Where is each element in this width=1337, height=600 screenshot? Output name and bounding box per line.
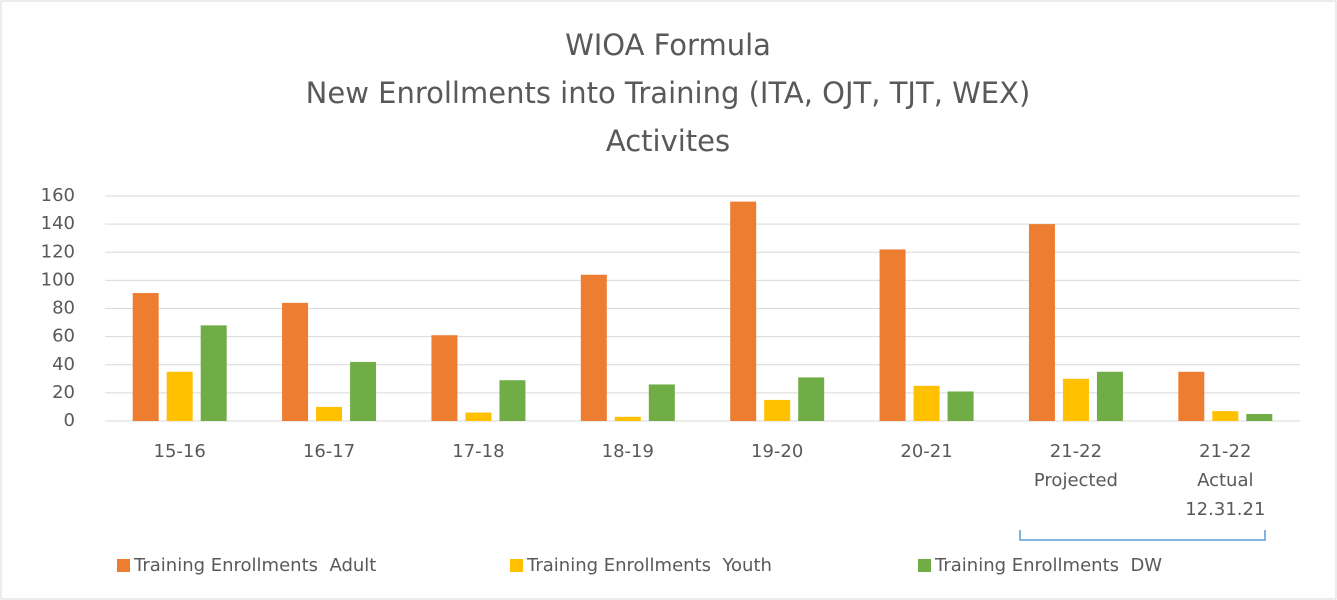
x-tick-label: 12.31.21 <box>1185 499 1265 520</box>
bar <box>614 416 641 421</box>
x-tick-label: 19-20 <box>751 441 803 462</box>
bar <box>350 361 377 421</box>
bar <box>282 302 309 421</box>
bar <box>798 377 825 421</box>
x-tick-label: Projected <box>1034 470 1118 491</box>
y-tick-label: 120 <box>41 241 75 262</box>
bar <box>1246 413 1273 421</box>
bar <box>1212 411 1239 421</box>
bar <box>1062 378 1089 421</box>
y-tick-label: 40 <box>52 354 75 375</box>
y-tick-label: 140 <box>41 213 75 234</box>
bar <box>730 201 757 421</box>
bar <box>947 391 974 421</box>
bar <box>580 274 607 421</box>
x-tick-label: 20-21 <box>900 441 952 462</box>
x-tick-label: 16-17 <box>303 441 355 462</box>
bar <box>764 399 791 421</box>
bar <box>431 335 458 421</box>
y-tick-label: 20 <box>52 382 75 403</box>
legend-swatch <box>918 559 931 572</box>
y-tick-label: 160 <box>41 185 75 206</box>
y-tick-label: 0 <box>64 410 75 431</box>
chart-title: WIOA Formula <box>565 28 771 62</box>
bar <box>499 380 526 421</box>
bar <box>200 325 227 421</box>
bracket <box>1019 530 1266 541</box>
y-tick-label: 60 <box>52 326 75 347</box>
chart-title: New Enrollments into Training (ITA, OJT,… <box>306 76 1031 110</box>
bar <box>879 249 906 421</box>
x-tick-label: 18-19 <box>602 441 654 462</box>
bar <box>1096 371 1123 421</box>
y-tick-label: 80 <box>52 298 75 319</box>
legend-label: Training Enrollments DW <box>934 555 1162 576</box>
x-tick-label: Actual <box>1197 470 1253 491</box>
legend-label: Training Enrollments Adult <box>133 555 376 576</box>
bar <box>913 385 940 421</box>
x-tick-label: 15-16 <box>154 441 206 462</box>
x-tick-label: 17-18 <box>452 441 504 462</box>
bar <box>316 406 343 421</box>
bar <box>465 412 492 421</box>
bar <box>648 384 675 421</box>
chart-title: Activites <box>606 124 730 158</box>
legend-swatch <box>117 559 130 572</box>
bar <box>166 371 193 421</box>
legend-label: Training Enrollments Youth <box>526 555 772 576</box>
bar <box>1028 224 1055 421</box>
x-tick-label: 21-22 <box>1050 441 1102 462</box>
y-tick-label: 100 <box>41 269 75 290</box>
x-tick-label: 21-22 <box>1199 441 1251 462</box>
bar <box>132 293 159 421</box>
legend-swatch <box>510 559 523 572</box>
bar <box>1178 371 1205 421</box>
